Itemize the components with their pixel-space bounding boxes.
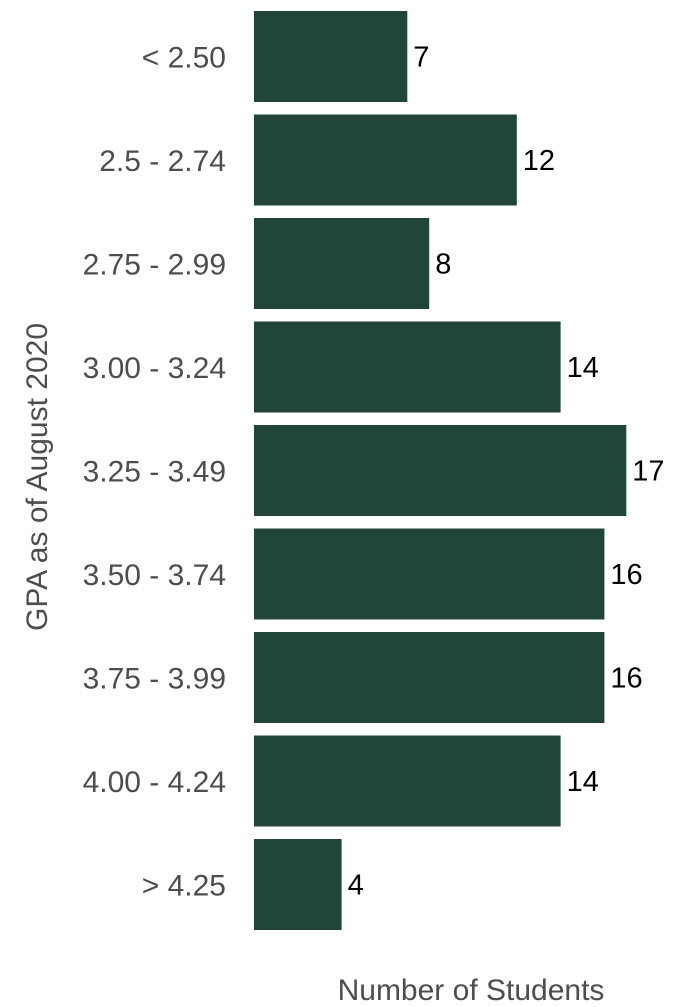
value-label: 4 [348,870,364,902]
bar [254,735,561,827]
category-label: 3.00 - 3.24 [83,352,226,385]
bar [254,114,517,206]
category-label: 3.75 - 3.99 [83,663,226,696]
bar [254,425,627,516]
x-axis-title: Number of Students [338,974,605,1007]
category-label: 2.75 - 2.99 [83,249,226,282]
value-label: 8 [435,249,451,281]
value-label: 12 [523,145,555,177]
value-label: 16 [610,663,642,695]
category-label: 2.5 - 2.74 [99,145,226,178]
category-label: 3.50 - 3.74 [83,559,226,592]
value-labels: 7 12 8 14 17 16 16 14 4 [348,42,665,902]
category-label: 3.25 - 3.49 [83,456,226,489]
bar [254,11,408,102]
y-axis-title: GPA as of August 2020 [21,323,54,631]
category-label: < 2.50 [142,42,226,75]
bar [254,218,430,309]
value-label: 14 [567,352,599,384]
value-label: 7 [413,42,429,74]
bar [254,321,561,413]
bar [254,632,605,723]
category-label: > 4.25 [142,870,226,903]
value-label: 17 [632,456,664,488]
bars-group [254,11,627,930]
value-label: 14 [567,766,599,798]
bar [254,528,605,620]
category-labels: < 2.50 2.5 - 2.74 2.75 - 2.99 3.00 - 3.24 3.… [83,42,226,903]
value-label: 16 [610,559,642,591]
category-label: 4.00 - 4.24 [83,766,226,799]
bar [254,839,342,930]
